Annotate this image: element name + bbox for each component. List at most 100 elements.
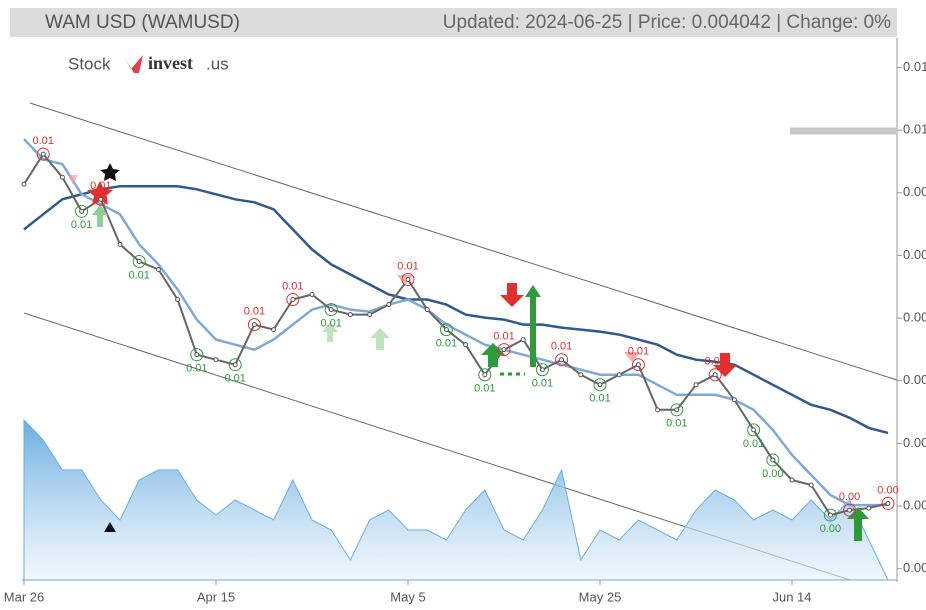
price-point [232, 362, 238, 368]
value-label: 0.01 [436, 338, 457, 350]
extremum-ring [401, 272, 415, 286]
price-point [866, 505, 872, 511]
y-tick-label: 0.005 [903, 435, 926, 450]
value-label: 0.01 [493, 331, 514, 343]
signals: 0.01 0.01 0.01 0.01 0.01 0.01 0.01 0.01 0.01 0.01… [21, 135, 899, 541]
price-point [501, 347, 507, 353]
logo: Stock invest .us [68, 53, 229, 73]
price-point [808, 482, 814, 488]
sell-hint [68, 175, 78, 185]
logo-bold: invest [148, 53, 193, 73]
y-tick-label: 0.006 [903, 372, 926, 387]
value-label: 0.01 [704, 356, 725, 368]
price-point [731, 397, 737, 403]
buy-arrow [525, 285, 541, 367]
y-tick-label: 0.008 [903, 247, 926, 262]
extremum-ring [766, 453, 780, 467]
average-line [23, 185, 889, 435]
y-tick-label: 0.01 [903, 122, 926, 137]
price-point [367, 312, 373, 318]
extremum-ring [881, 496, 895, 510]
trend-upper [29, 102, 898, 381]
y-tick-label: 0.007 [903, 310, 926, 325]
sell-arrow [500, 283, 524, 307]
y-tick-label: 0.011 [903, 59, 926, 74]
price-point [405, 276, 411, 282]
buy-hint [322, 322, 338, 342]
extremum-ring [497, 343, 511, 357]
price-point [616, 372, 622, 378]
price-point [98, 196, 104, 202]
x-tick-label: May 25 [579, 589, 622, 604]
price-point [175, 297, 181, 303]
value-label: 0.01 [397, 260, 418, 272]
price-point [463, 342, 469, 348]
header-bar [10, 8, 897, 37]
y-tick-label: 0.003 [903, 560, 926, 575]
price-point [847, 507, 853, 513]
value-label: 0.01 [532, 378, 553, 390]
value-label: 0.01 [551, 341, 572, 353]
price-point [347, 312, 353, 318]
value-label: 0.01 [320, 317, 341, 329]
value-label: 0.01 [186, 363, 207, 375]
price-point [40, 151, 46, 157]
value-label: 0.01 [244, 306, 265, 318]
price-point [635, 362, 641, 368]
price-point [251, 322, 257, 328]
buy-hint [370, 328, 390, 350]
extremum-ring [670, 403, 684, 417]
value-label: 0.01 [90, 180, 111, 192]
extremum-ring [478, 368, 492, 382]
price-point [827, 512, 833, 518]
extremum-ring [535, 363, 549, 377]
x-tick-label: Apr 15 [197, 589, 235, 604]
price-point [194, 352, 200, 358]
extremum-ring [555, 353, 569, 367]
extremum-ring [823, 508, 837, 522]
price-point [328, 307, 334, 313]
plot [22, 38, 898, 582]
value-label: 0.01 [71, 219, 92, 231]
extremum-ring [286, 293, 300, 307]
logo-right: .us [206, 54, 229, 73]
extremum-ring [132, 254, 146, 268]
logo-left: Stock [68, 54, 111, 73]
star [100, 163, 120, 181]
extremum-ring [94, 192, 108, 206]
extremum-ring [843, 503, 857, 517]
price-point [482, 372, 488, 378]
extremum-ring [747, 423, 761, 437]
price-point [578, 372, 584, 378]
extremum-ring [439, 323, 453, 337]
price-point [309, 292, 315, 298]
extremum-ring [190, 348, 204, 362]
x-tick-label: May 5 [390, 589, 425, 604]
price-point [117, 241, 123, 247]
y-tick-label: 0.009 [903, 184, 926, 199]
value-label: 0.00 [762, 468, 783, 480]
price-point [136, 258, 142, 264]
price-point [770, 457, 776, 463]
header-info: Updated: 2024-06-25 | Price: 0.004042 | … [443, 12, 891, 33]
value-label: 0.01 [224, 373, 245, 385]
value-label: 0.00 [839, 491, 860, 503]
price-point [155, 266, 161, 272]
header-title: WAM USD (WAMUSD) [45, 12, 240, 33]
value-label: 0.01 [128, 269, 149, 281]
price-line [23, 152, 889, 517]
price-point [271, 327, 277, 333]
price-point [443, 327, 449, 333]
price-point [674, 407, 680, 413]
average-line [23, 138, 888, 507]
sell-hint [624, 352, 640, 362]
price-point [424, 307, 430, 313]
extremum-ring [708, 368, 722, 382]
buy-arrow [92, 205, 108, 227]
value-label: 0.01 [628, 346, 649, 358]
x-tick-label: Mar 26 [4, 589, 44, 604]
price-point [539, 367, 545, 373]
value-label: 0.01 [474, 383, 495, 395]
price-point [712, 372, 718, 378]
